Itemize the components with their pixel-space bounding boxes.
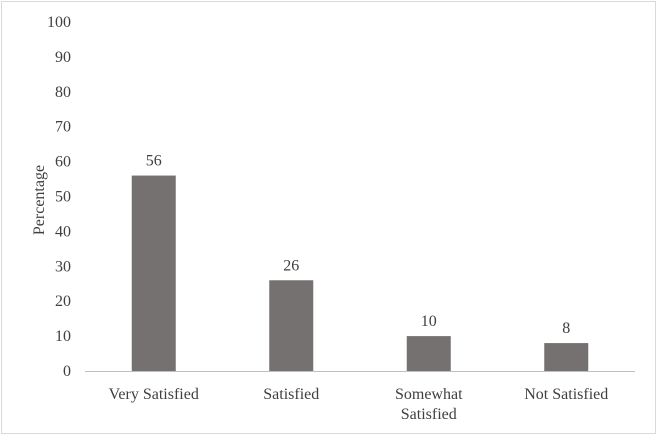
y-axis-ticks: 0 10 20 30 40 50 60 70 80 90 100 — [47, 14, 71, 380]
y-tick-label: 90 — [55, 49, 71, 66]
y-tick-label: 60 — [55, 154, 71, 171]
y-tick-label: 20 — [55, 293, 71, 310]
x-category-label: Satisfied — [263, 386, 319, 403]
category-labels: Very Satisfied Satisfied Somewhat Satisfied… — [109, 386, 609, 423]
data-label: 26 — [283, 257, 299, 274]
x-category-label: Not Satisfied — [524, 386, 608, 403]
y-tick-label: 10 — [55, 328, 71, 345]
y-axis-title: Percentage — [31, 165, 48, 235]
bar — [131, 175, 176, 371]
data-label: 56 — [146, 153, 162, 170]
y-tick-label: 80 — [55, 84, 71, 101]
bar — [406, 336, 451, 371]
bar — [544, 343, 589, 371]
bars — [131, 175, 589, 371]
x-category-label: Very Satisfied — [109, 386, 199, 403]
bar — [269, 280, 314, 371]
data-labels: 56 26 10 8 — [146, 153, 571, 338]
y-tick-label: 70 — [55, 119, 71, 136]
x-category-label: Somewhat Satisfied — [395, 386, 463, 423]
y-tick-label: 50 — [55, 189, 71, 206]
y-tick-label: 0 — [63, 363, 71, 380]
y-tick-label: 30 — [55, 258, 71, 275]
y-tick-label: 40 — [55, 223, 71, 240]
data-label: 8 — [562, 320, 570, 337]
data-label: 10 — [421, 313, 437, 330]
y-tick-label: 100 — [47, 14, 71, 31]
